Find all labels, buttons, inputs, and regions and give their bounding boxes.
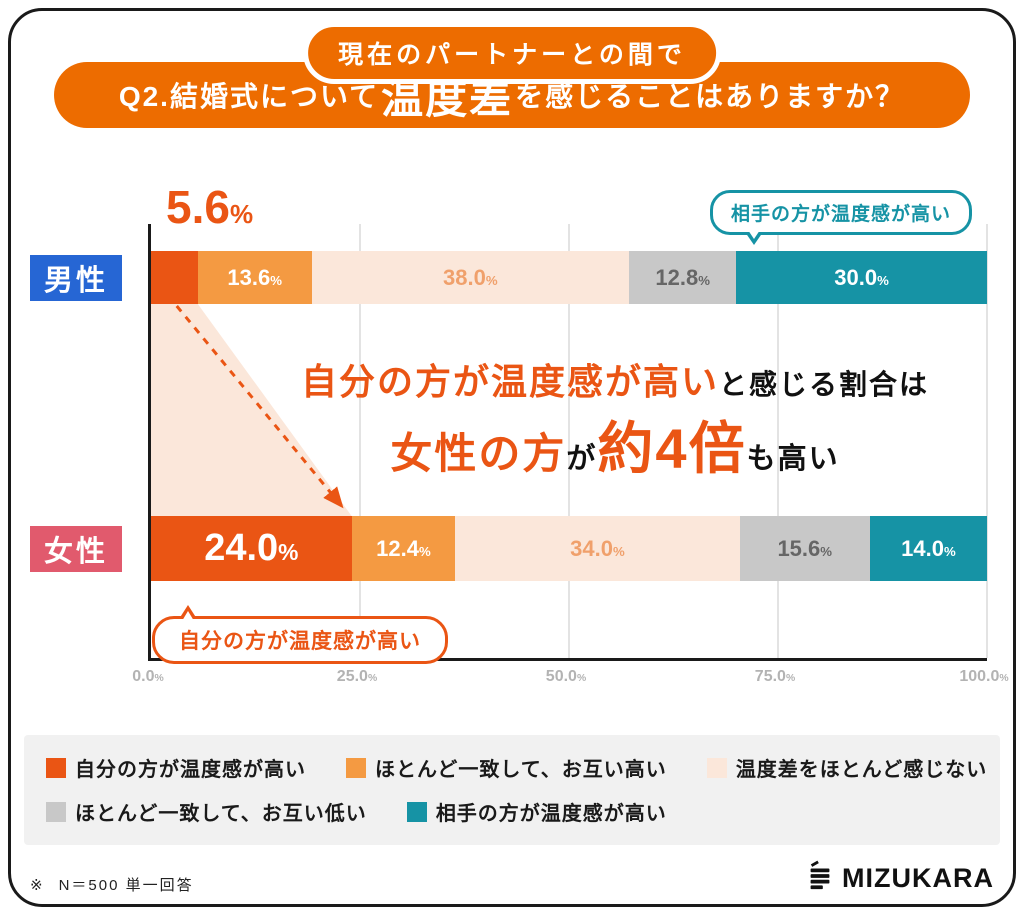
bar-row-male: 13.6% 38.0% 12.8% 30.0% (151, 251, 987, 304)
question-prefix: Q2.結婚式について (118, 81, 380, 112)
legend-swatch (46, 801, 66, 822)
segment-value-label: 15.6% (777, 535, 832, 561)
category-label-female: 女性 (30, 525, 122, 572)
male-first-value-number: 5.6 (166, 181, 230, 233)
x-tick: 50.0% (545, 668, 587, 685)
male-first-value-label: 5.6% (166, 180, 253, 234)
gridline (986, 224, 988, 658)
segment-value-label: 12.4% (376, 535, 431, 561)
x-tick: 100.0% (959, 668, 1009, 685)
annotation-line1-orange: 自分の方が温度感が高い (300, 361, 719, 402)
legend-item-1: ほとんど一致して、お互い高い (346, 753, 667, 782)
x-tick: 0.0% (132, 668, 164, 685)
sample-note: ※ N＝500 単一回答 (30, 874, 194, 895)
gridline (777, 224, 779, 658)
segment-female-0: 24.0% (151, 516, 352, 581)
question-suffix: を感じることはありますか？ (515, 81, 906, 112)
segment-female-1: 12.4% (351, 516, 456, 581)
segment-value-label: 30.0% (834, 264, 889, 290)
segment-female-3: 15.6% (739, 516, 870, 581)
segment-female-4: 14.0% (869, 516, 987, 581)
segment-value-label: 24.0% (204, 527, 299, 569)
legend-swatch (346, 757, 366, 778)
annotation-line1-black: と感じる割合は (719, 369, 930, 400)
note-reference-mark: ※ (30, 877, 45, 894)
key-insight-annotation: 自分の方が温度感が高いと感じる割合は 女性の方が約4倍も高い (250, 356, 980, 489)
legend-item-3: ほとんど一致して、お互い低い (46, 797, 367, 826)
legend-swatch (406, 801, 427, 822)
segment-value-label: 38.0% (443, 264, 498, 290)
annotation-line2-black1: が (566, 443, 598, 476)
segment-male-4: 30.0% (736, 251, 987, 304)
legend-row-1: 自分の方が温度感が高い ほとんど一致して、お互い高い 温度差をほとんど感じない (46, 753, 987, 782)
legend-item-2: 温度差をほとんど感じない (706, 753, 988, 782)
legend-label: 相手の方が温度感が高い (435, 803, 667, 825)
annotation-line-2: 女性の方が約4倍も高い (250, 408, 980, 489)
mizukara-logo-icon (804, 860, 836, 897)
callout-self-higher: 自分の方が温度感が高い (152, 605, 448, 664)
outer-frame (8, 8, 1016, 907)
legend: 自分の方が温度感が高い ほとんど一致して、お互い高い 温度差をほとんど感じない ほと… (24, 735, 1000, 845)
legend-row-2: ほとんど一致して、お互い低い 相手の方が温度感が高い (46, 797, 667, 826)
note-text: N＝500 単一回答 (58, 877, 194, 894)
segment-male-1: 13.6% (197, 251, 312, 304)
legend-label: 自分の方が温度感が高い (75, 759, 306, 781)
legend-item-4: 相手の方が温度感が高い (406, 797, 667, 826)
annotation-line2-black2: も高い (746, 443, 840, 476)
category-label-male: 男性 (30, 254, 122, 301)
x-tick: 25.0% (336, 668, 378, 685)
segment-value-label: 12.8% (655, 264, 710, 290)
legend-item-0: 自分の方が温度感が高い (46, 753, 306, 782)
legend-swatch (706, 757, 727, 778)
brand-logo: MIZUKARA (804, 860, 994, 897)
logo-text: MIZUKARA (842, 863, 994, 893)
segment-female-2: 34.0% (455, 516, 740, 581)
annotation-line2-orange2: 約4倍 (597, 417, 747, 481)
legend-label: 温度差をほとんど感じない (735, 759, 988, 781)
legend-swatch (46, 757, 66, 778)
x-axis-ticks: 0.0% 25.0% 50.0% 75.0% 100.0% (132, 668, 1008, 694)
legend-label: ほとんど一致して、お互い高い (375, 759, 667, 781)
header-pill: 現在のパートナーとの間で (303, 22, 721, 84)
annotation-line2-orange1: 女性の方 (390, 430, 567, 478)
callout-partner-higher: 相手の方が温度感が高い (709, 190, 972, 245)
annotation-line-1: 自分の方が温度感が高いと感じる割合は (250, 356, 980, 408)
segment-male-0 (151, 251, 198, 304)
legend-label: ほとんど一致して、お互い低い (75, 803, 367, 825)
segment-value-label: 14.0% (901, 535, 956, 561)
gridline (568, 224, 570, 658)
bar-row-female: 24.0% 12.4% 34.0% 15.6% 14.0% (151, 516, 987, 581)
segment-value-label: 13.6% (227, 264, 282, 290)
gridline (359, 224, 361, 658)
segment-value-label: 34.0% (570, 535, 625, 561)
x-tick: 75.0% (754, 668, 796, 685)
segment-male-2: 38.0% (311, 251, 630, 304)
male-first-value-percent-sign: % (229, 199, 254, 229)
segment-male-3: 12.8% (629, 251, 737, 304)
